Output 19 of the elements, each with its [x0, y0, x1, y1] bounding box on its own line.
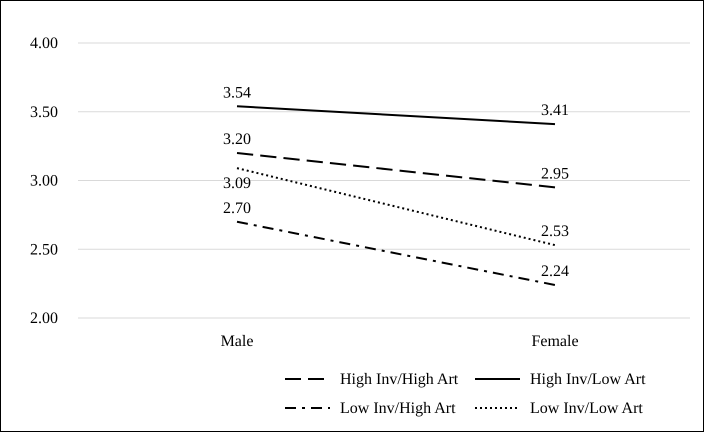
y-tick-label: 3.00 — [30, 172, 58, 190]
x-tick-label: Male — [220, 333, 254, 350]
data-label: 2.53 — [541, 223, 569, 240]
data-label: 3.09 — [223, 175, 251, 192]
data-label: 3.41 — [541, 102, 569, 120]
y-tick-label: 3.50 — [30, 104, 58, 121]
y-tick-label: 2.00 — [30, 310, 58, 327]
data-label: 3.20 — [223, 131, 251, 148]
legend-label: Low Inv/Low Art — [530, 400, 644, 417]
data-label: 2.95 — [541, 165, 569, 182]
y-tick-label: 2.50 — [30, 241, 58, 258]
x-tick-label: Female — [531, 333, 579, 350]
y-tick-label: 4.00 — [30, 35, 58, 52]
legend-label: Low Inv/High Art — [340, 400, 456, 417]
legend-label: High Inv/High Art — [340, 371, 459, 388]
legend-label: High Inv/Low Art — [530, 371, 646, 388]
data-label: 2.70 — [223, 200, 251, 217]
data-label: 2.24 — [541, 263, 569, 280]
data-label: 3.54 — [223, 84, 251, 102]
